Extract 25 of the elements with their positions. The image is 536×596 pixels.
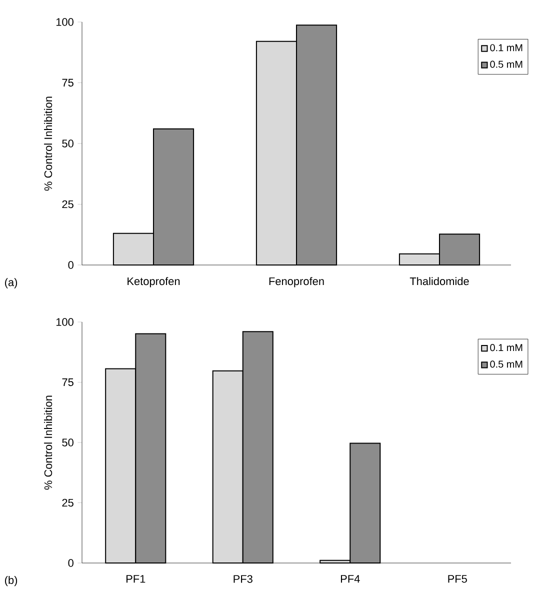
y-tick-label: 0 (68, 559, 74, 567)
y-axis-title: % Control Inhibition (44, 96, 52, 191)
y-tick-label: 100 (56, 18, 74, 26)
x-tick-label: PF5 (448, 575, 467, 583)
text: (b) (5, 576, 18, 586)
text: (a) (5, 278, 18, 288)
y-tick-label: 75 (62, 378, 74, 386)
y-tick-label: 50 (62, 140, 74, 148)
y-axis-title: % Control Inhibition (44, 396, 52, 490)
y-tick-label: 25 (62, 200, 74, 208)
x-tick-label: PF4 (340, 575, 360, 583)
y-tick-label: 100 (56, 318, 74, 326)
x-tick-label: Fenoprofen (269, 277, 324, 288)
legend-label: 0.1 mM (490, 344, 522, 352)
x-tick-label: PF1 (126, 575, 146, 583)
x-tick-label: Ketoprofen (128, 277, 180, 288)
x-tick-label: PF3 (234, 575, 252, 583)
x-tick-label: Thalidomide (410, 277, 469, 286)
legend-label: 0.5 mM (490, 360, 522, 368)
y-tick-label: 50 (62, 438, 74, 446)
y-tick-label: 25 (62, 498, 74, 507)
y-tick-label: 0 (68, 261, 74, 269)
legend-label: 0.1 mM (490, 44, 522, 52)
y-tick-label: 75 (62, 78, 74, 87)
legend-label: 0.5 mM (490, 60, 522, 68)
